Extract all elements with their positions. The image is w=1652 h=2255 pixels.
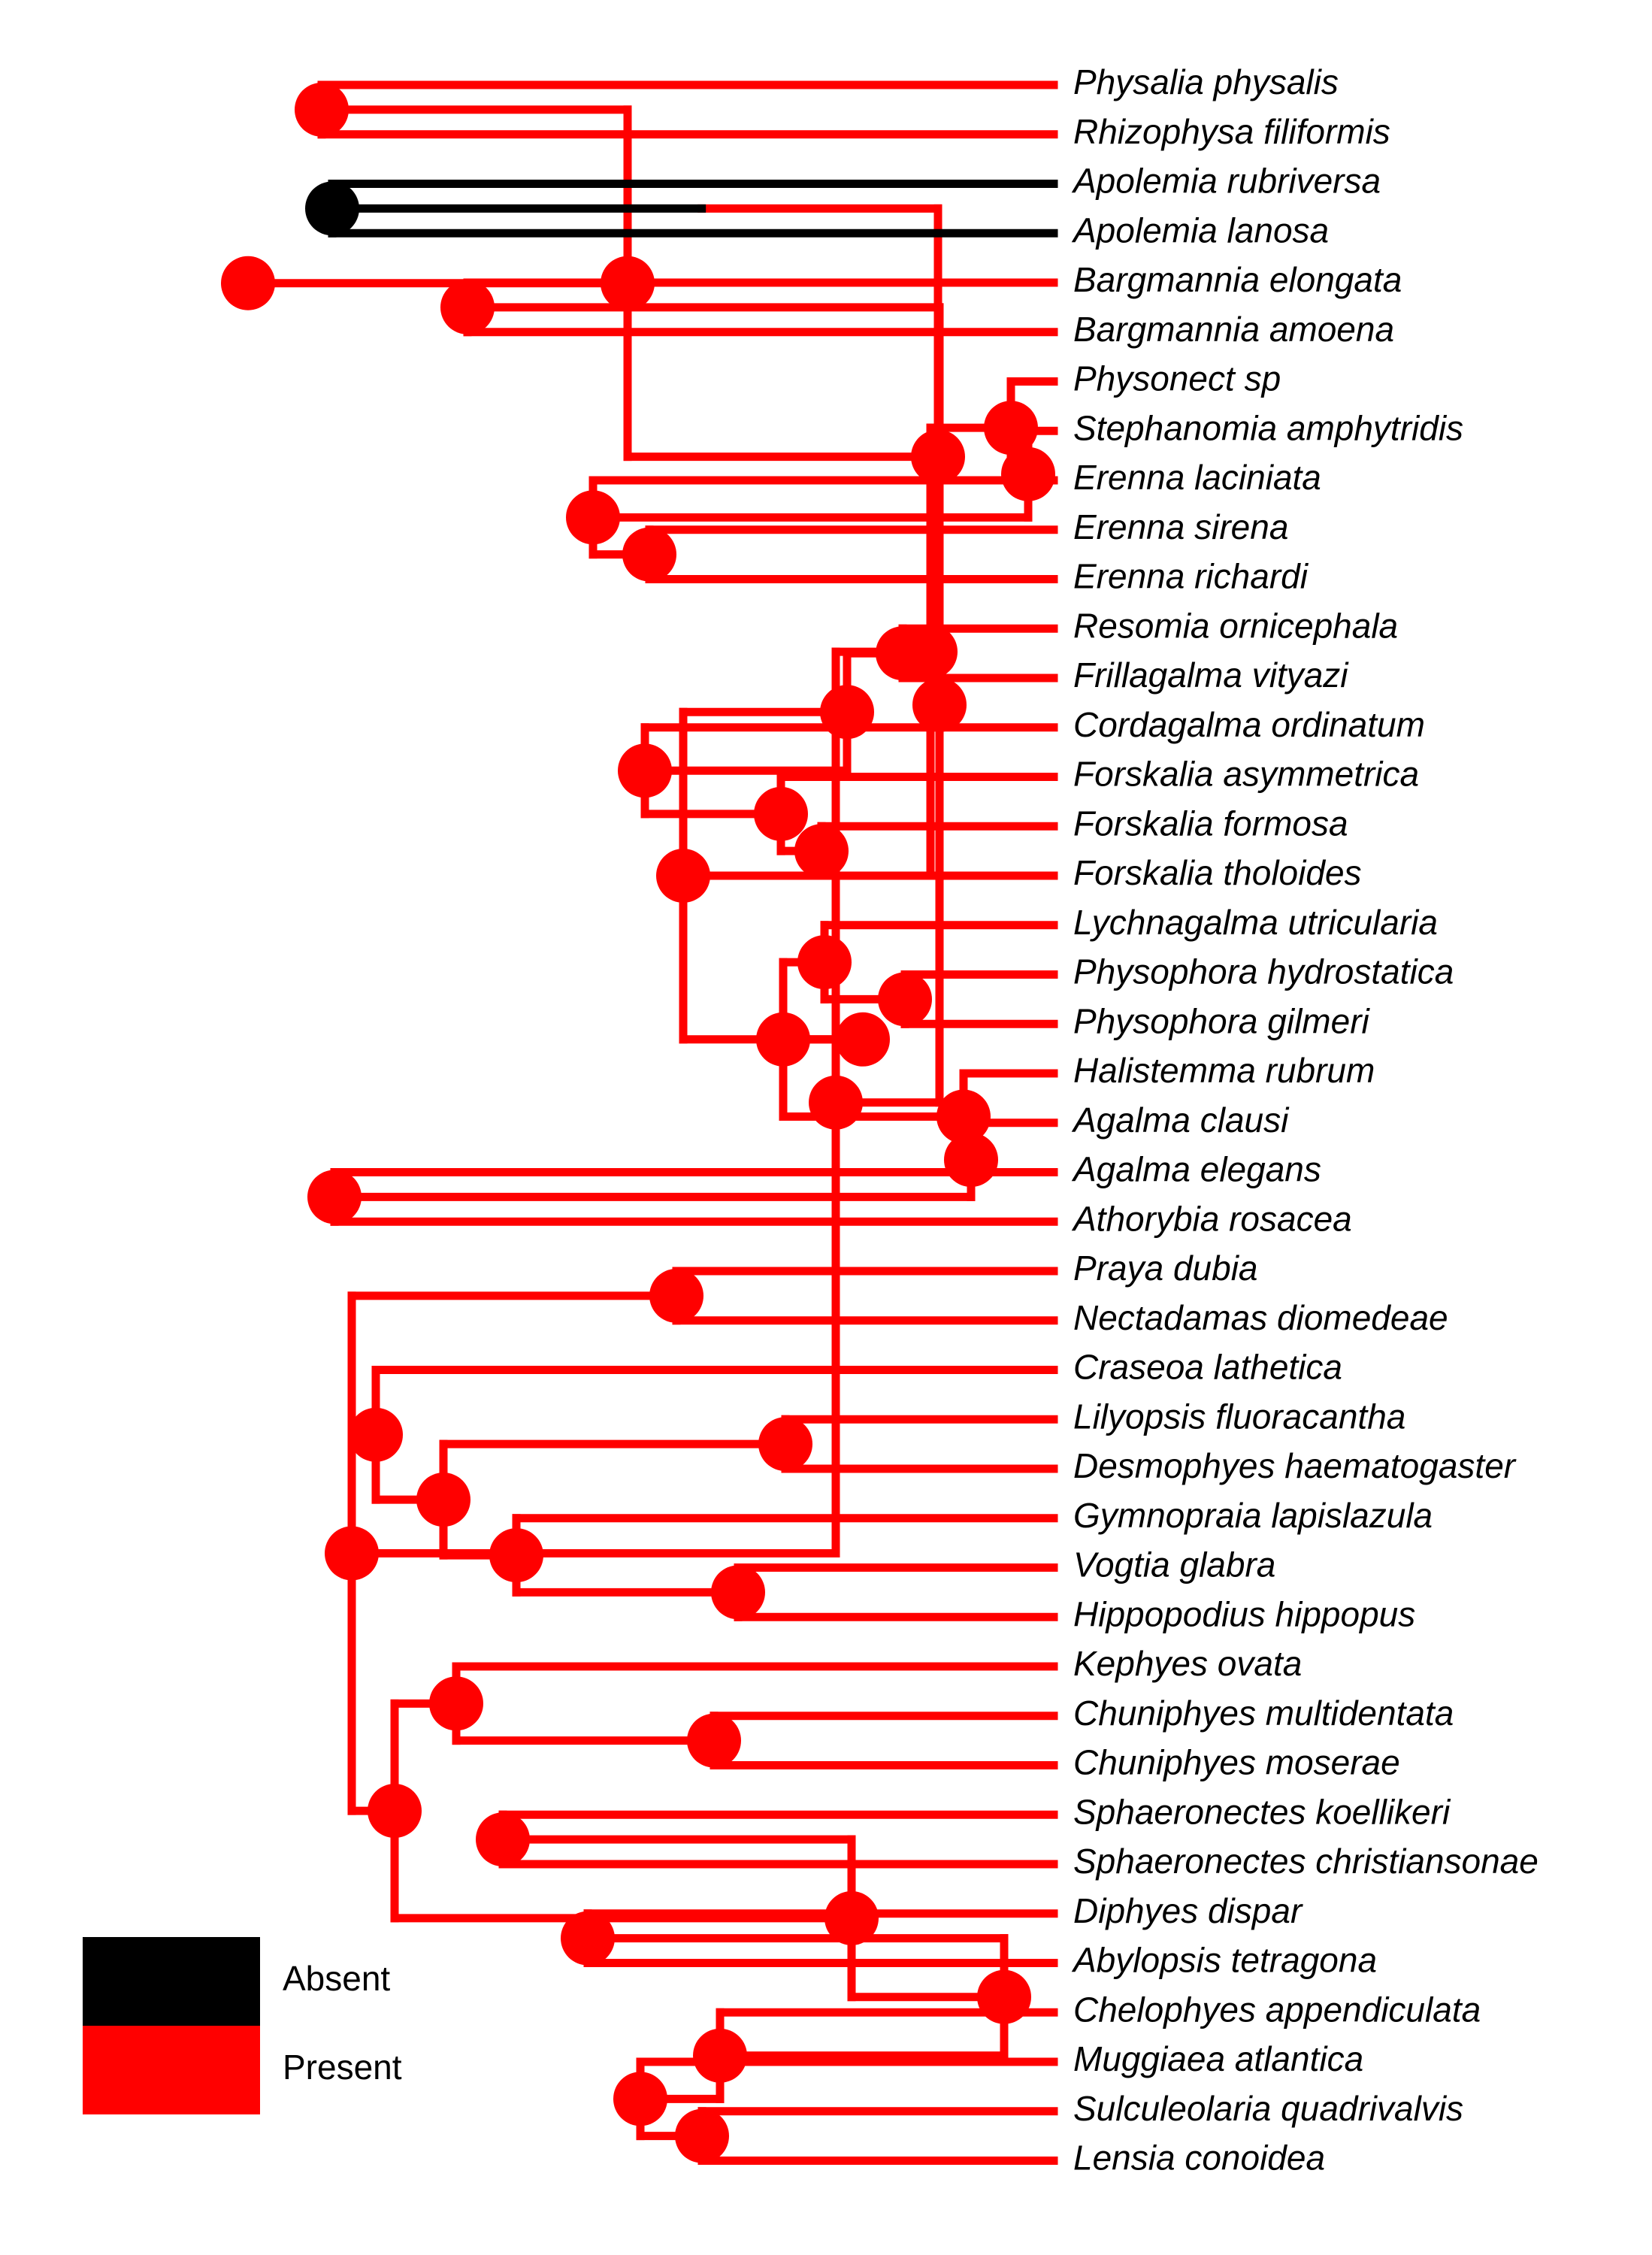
- tip-label: Nectadamas diomedeae: [1073, 1298, 1448, 1337]
- tip-label: Lilyopsis fluoracantha: [1073, 1397, 1405, 1436]
- tip-label: Desmophyes haematogaster: [1073, 1446, 1517, 1485]
- tip-label: Vogtia glabra: [1073, 1545, 1275, 1585]
- tip-label: Chelophyes appendiculata: [1073, 1990, 1481, 2029]
- tip-label: Lychnagalma utricularia: [1073, 903, 1438, 942]
- tip-label: Sphaeronectes christiansonae: [1073, 1842, 1539, 1881]
- node-state-marker-25: [489, 1528, 543, 1583]
- node-state-marker-23: [758, 1417, 812, 1472]
- tip-label: Diphyes dispar: [1073, 1891, 1303, 1930]
- tip-label: Kephyes ovata: [1073, 1644, 1302, 1683]
- legend: Absent Present: [83, 1937, 402, 2114]
- tip-label: Athorybia rosacea: [1071, 1199, 1352, 1238]
- node-state-marker-15: [307, 1170, 362, 1224]
- tip-label: Chuniphyes moserae: [1073, 1743, 1400, 1782]
- tip-label: Abylopsis tetragona: [1071, 1941, 1377, 1980]
- node-state-marker-10: [754, 786, 808, 841]
- tip-labels: Physalia physalis Rhizophysa filiformis Ap…: [1071, 62, 1539, 2178]
- tip-label: Erenna sirena: [1073, 507, 1288, 546]
- node-state-marker-43: [221, 256, 275, 310]
- node-state-marker-31: [561, 1911, 615, 1966]
- tip-label: Forskalia tholoides: [1073, 853, 1362, 892]
- tip-label: Physophora gilmeri: [1073, 1001, 1371, 1040]
- tip-label: Halistemma rubrum: [1073, 1051, 1375, 1090]
- node-state-marker-9: [794, 824, 849, 879]
- node-state-marker-11: [618, 743, 672, 798]
- tip-label: Cordagalma ordinatum: [1073, 705, 1425, 744]
- tip-label: Muggiaea atlantica: [1073, 2039, 1363, 2078]
- tip-label: Physophora hydrostatica: [1073, 952, 1454, 991]
- node-state-marker-41: [911, 429, 965, 484]
- tip-label: Agalma elegans: [1071, 1150, 1321, 1189]
- node-state-marker-42: [601, 256, 655, 310]
- node-state-marker-36: [824, 1890, 879, 1945]
- node-state-marker-2: [305, 181, 359, 236]
- tip-label: Gymnopraia lapislazula: [1073, 1496, 1433, 1535]
- tip-label: Apolemia rubriversa: [1071, 162, 1381, 201]
- node-state-marker-34: [693, 2028, 747, 2083]
- node-state-marker-26: [416, 1473, 470, 1527]
- tip-label: Sphaeronectes koellikeri: [1073, 1792, 1451, 1831]
- node-state-marker-13: [878, 972, 932, 1027]
- tip-label: Forskalia asymmetrica: [1073, 755, 1419, 794]
- tip-label: Praya dubia: [1073, 1249, 1258, 1288]
- node-state-marker-22: [649, 1268, 703, 1323]
- tip-label: Bargmannia elongata: [1073, 260, 1402, 299]
- tip-label: Hippopodius hippopus: [1073, 1594, 1415, 1633]
- node-state-marker-28: [687, 1713, 741, 1768]
- tree-branches: [244, 80, 1058, 2165]
- tip-label: Sulculeolaria quadrivalvis: [1073, 2089, 1463, 2128]
- node-state-marker-37: [368, 1784, 422, 1839]
- node-state-marker-38: [325, 1526, 379, 1581]
- tip-label: Frillagalma vityazi: [1073, 655, 1349, 695]
- ancestral-state-nodes: [221, 82, 1055, 2163]
- node-state-marker-18: [756, 1012, 810, 1067]
- node-state-marker-39: [809, 1075, 863, 1130]
- tip-label: Erenna laciniata: [1073, 458, 1321, 497]
- node-state-marker-16: [944, 1133, 998, 1188]
- node-state-marker-1: [295, 82, 349, 137]
- tip-label: Agalma clausi: [1071, 1100, 1290, 1140]
- node-state-marker-6: [1001, 446, 1055, 501]
- node-state-marker-30: [476, 1812, 530, 1867]
- legend-swatch-present: [83, 2026, 260, 2114]
- node-state-marker-4: [622, 527, 676, 582]
- node-state-marker-27: [349, 1407, 403, 1462]
- legend-label-present: Present: [283, 2048, 402, 2087]
- node-state-marker-5: [566, 490, 620, 545]
- tip-label: Chuniphyes multidentata: [1073, 1694, 1454, 1733]
- tip-label: Stephanomia amphytridis: [1073, 408, 1463, 447]
- node-state-marker-19: [836, 1012, 890, 1067]
- node-state-marker-14: [797, 935, 852, 990]
- tip-label: Resomia ornicephala: [1073, 606, 1398, 645]
- tip-label: Physalia physalis: [1073, 62, 1339, 101]
- legend-label-absent: Absent: [283, 1959, 390, 1998]
- tip-label: Lensia conoidea: [1073, 2138, 1325, 2178]
- tip-label: Apolemia lanosa: [1071, 210, 1329, 250]
- tip-label: Physonect sp: [1073, 359, 1281, 398]
- node-state-marker-21: [903, 625, 958, 680]
- node-state-marker-33: [613, 2072, 667, 2126]
- node-state-marker-29: [429, 1676, 483, 1731]
- tip-label: Erenna richardi: [1073, 557, 1309, 596]
- legend-swatch-absent: [83, 1937, 260, 2026]
- node-state-marker-24: [711, 1565, 765, 1620]
- node-state-marker-40: [912, 677, 967, 732]
- tip-label: Bargmannia amoena: [1073, 310, 1394, 349]
- tip-label: Craseoa lathetica: [1073, 1348, 1342, 1387]
- tip-label: Rhizophysa filiformis: [1073, 112, 1390, 151]
- node-state-marker-20: [656, 849, 710, 903]
- tip-label: Forskalia formosa: [1073, 804, 1348, 843]
- node-state-marker-12: [820, 685, 874, 740]
- node-state-marker-35: [977, 1969, 1031, 2024]
- node-state-marker-7: [984, 401, 1038, 456]
- node-state-marker-32: [675, 2108, 729, 2163]
- node-state-marker-17: [936, 1089, 991, 1144]
- node-state-marker-3: [440, 280, 495, 334]
